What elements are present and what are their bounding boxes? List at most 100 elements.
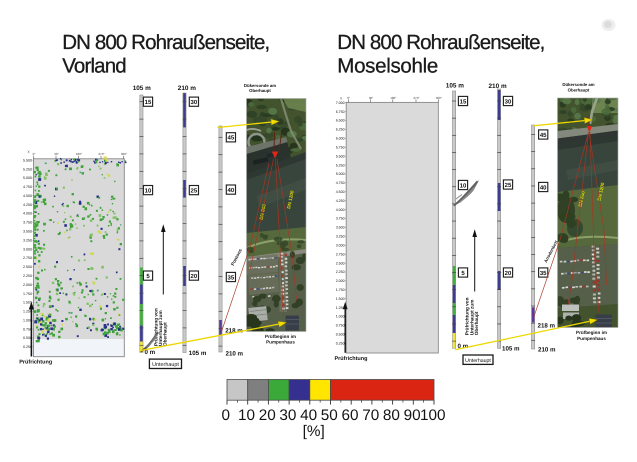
svg-text:DN 1200: DN 1200	[286, 190, 295, 210]
svg-text:7.000: 7.000	[336, 101, 345, 105]
svg-text:10: 10	[460, 182, 467, 189]
svg-text:45: 45	[228, 135, 235, 142]
svg-text:X: X	[28, 150, 31, 154]
svg-text:4.250: 4.250	[23, 203, 32, 207]
svg-text:2.000: 2.000	[23, 283, 32, 287]
svg-text:180°: 180°	[76, 152, 83, 156]
svg-text:6.500: 6.500	[336, 119, 345, 123]
svg-text:0.500: 0.500	[336, 333, 345, 337]
svg-text:40: 40	[228, 187, 235, 194]
svg-text:90°: 90°	[54, 152, 59, 156]
svg-text:5.000: 5.000	[23, 176, 32, 180]
svg-text:0°: 0°	[347, 96, 351, 100]
svg-text:3.250: 3.250	[23, 238, 32, 242]
svg-text:3.250: 3.250	[336, 235, 345, 239]
svg-text:0.750: 0.750	[23, 327, 32, 331]
svg-text:6.250: 6.250	[336, 128, 345, 132]
svg-text:6.000: 6.000	[336, 137, 345, 141]
svg-text:3.750: 3.750	[23, 221, 32, 225]
svg-text:20: 20	[259, 407, 276, 424]
svg-text:80: 80	[383, 407, 400, 424]
svg-text:0.250: 0.250	[23, 345, 32, 349]
svg-text:Oberhaupt: Oberhaupt	[474, 311, 479, 335]
svg-text:1.750: 1.750	[23, 292, 32, 296]
svg-text:4.500: 4.500	[336, 190, 345, 194]
svg-text:210 m: 210 m	[538, 347, 556, 354]
svg-text:DN 800 Rohraußenseite,: DN 800 Rohraußenseite,	[337, 31, 545, 54]
svg-text:40: 40	[300, 407, 317, 424]
svg-text:0.500: 0.500	[23, 336, 32, 340]
svg-text:1.000: 1.000	[23, 318, 32, 322]
svg-text:X: X	[340, 96, 343, 100]
svg-text:360°: 360°	[121, 152, 128, 156]
svg-text:5.250: 5.250	[23, 167, 32, 171]
svg-text:DN 800: DN 800	[578, 190, 586, 207]
svg-text:Pumpenhaus: Pumpenhaus	[577, 336, 606, 341]
svg-text:3.000: 3.000	[23, 247, 32, 251]
svg-text:2.500: 2.500	[336, 261, 345, 265]
svg-text:5.000: 5.000	[336, 172, 345, 176]
svg-text:30: 30	[191, 99, 198, 106]
svg-text:35: 35	[540, 270, 547, 277]
svg-text:Unterhaupt zum: Unterhaupt zum	[469, 300, 474, 336]
svg-text:4.500: 4.500	[23, 194, 32, 198]
svg-text:5: 5	[461, 270, 465, 277]
svg-text:Oberhaupt: Oberhaupt	[163, 322, 168, 346]
svg-text:15: 15	[460, 98, 467, 105]
svg-text:0.750: 0.750	[336, 324, 345, 328]
svg-text:50: 50	[321, 407, 338, 424]
svg-text:[%]: [%]	[303, 423, 325, 440]
svg-text:2.250: 2.250	[336, 270, 345, 274]
svg-text:35: 35	[228, 274, 235, 281]
svg-text:1.000: 1.000	[336, 315, 345, 319]
svg-text:Pumpenhaus: Pumpenhaus	[266, 339, 295, 344]
svg-text:105 m: 105 m	[502, 346, 520, 353]
svg-text:Moselsohle: Moselsohle	[337, 54, 438, 77]
svg-text:Prüfrichtung: Prüfrichtung	[19, 359, 52, 365]
svg-text:218 m: 218 m	[538, 322, 556, 329]
svg-text:25: 25	[191, 187, 198, 194]
svg-text:2.250: 2.250	[23, 274, 32, 278]
svg-text:100: 100	[420, 407, 446, 424]
svg-text:270°: 270°	[413, 96, 420, 100]
svg-text:180°: 180°	[390, 96, 397, 100]
svg-text:4.000: 4.000	[336, 208, 345, 212]
svg-text:4.750: 4.750	[23, 185, 32, 189]
svg-text:DN 1200: DN 1200	[597, 182, 606, 202]
svg-text:4.000: 4.000	[23, 212, 32, 216]
svg-text:1.500: 1.500	[336, 297, 345, 301]
svg-text:Prüfbeginn im: Prüfbeginn im	[576, 330, 607, 335]
svg-text:30: 30	[279, 407, 296, 424]
svg-text:210 m: 210 m	[178, 85, 196, 92]
svg-text:45: 45	[540, 132, 547, 139]
svg-text:3.500: 3.500	[336, 226, 345, 230]
svg-text:1.250: 1.250	[336, 306, 345, 310]
svg-text:40: 40	[540, 184, 547, 191]
svg-text:Unterhaupt: Unterhaupt	[152, 362, 179, 368]
svg-text:210 m: 210 m	[489, 83, 507, 90]
svg-text:90°: 90°	[369, 96, 374, 100]
svg-text:20: 20	[191, 273, 198, 280]
svg-text:5.500: 5.500	[336, 154, 345, 158]
svg-text:10: 10	[145, 187, 152, 194]
svg-text:25: 25	[505, 182, 512, 189]
svg-text:1.500: 1.500	[23, 301, 32, 305]
svg-text:6.750: 6.750	[336, 110, 345, 114]
svg-text:Prüfrichtung: Prüfrichtung	[335, 356, 368, 362]
svg-text:DN 800: DN 800	[259, 203, 267, 220]
svg-text:60: 60	[341, 407, 358, 424]
svg-text:0 m: 0 m	[458, 343, 469, 350]
svg-text:4.250: 4.250	[336, 199, 345, 203]
svg-text:5.750: 5.750	[336, 145, 345, 149]
svg-text:2.000: 2.000	[336, 279, 345, 283]
svg-text:105 m: 105 m	[133, 85, 151, 92]
svg-text:Oberhaupt: Oberhaupt	[568, 87, 590, 92]
svg-text:Dükersonde am: Dükersonde am	[244, 83, 276, 88]
svg-text:105 m: 105 m	[446, 83, 464, 90]
svg-text:Dükersonde am: Dükersonde am	[562, 82, 594, 87]
svg-text:1.250: 1.250	[23, 310, 32, 314]
svg-text:Unterhaupt: Unterhaupt	[465, 358, 491, 364]
svg-text:0 m: 0 m	[145, 349, 156, 356]
svg-text:Unterhaupt zum: Unterhaupt zum	[158, 310, 163, 346]
svg-text:5.500: 5.500	[23, 158, 32, 162]
